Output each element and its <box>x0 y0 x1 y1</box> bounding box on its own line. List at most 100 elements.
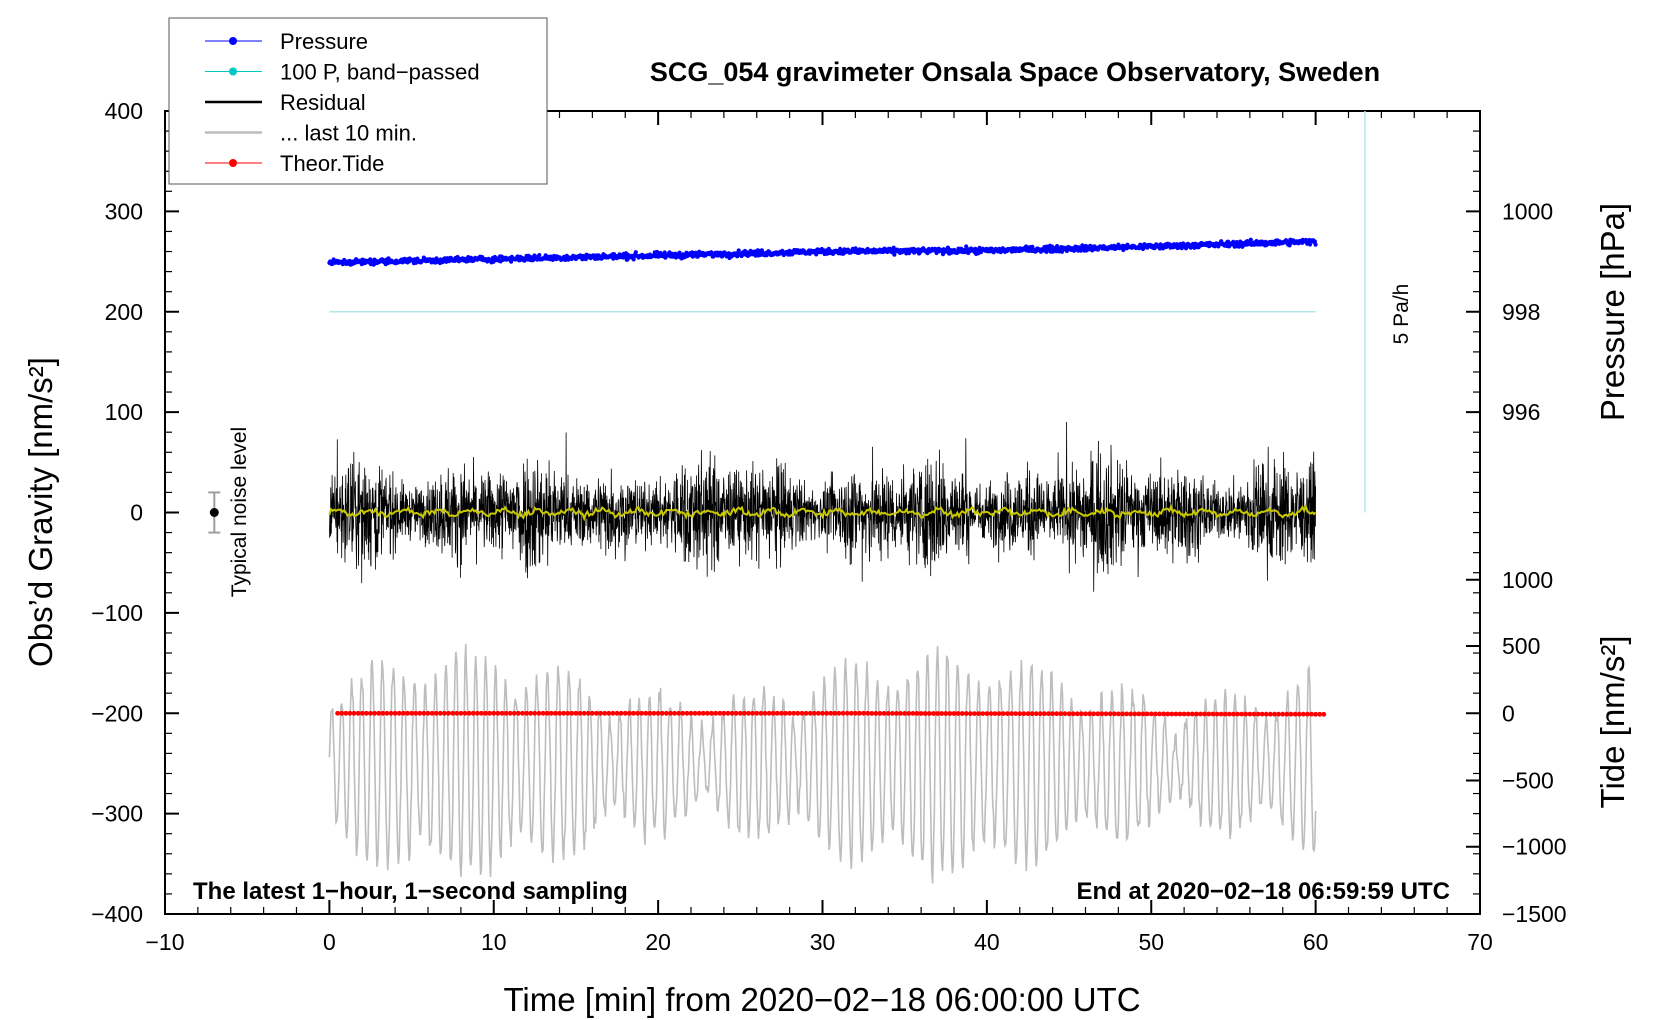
tide-point <box>429 710 435 716</box>
tide-point <box>1210 711 1216 717</box>
tide-point <box>388 710 394 716</box>
tide-point <box>1161 711 1166 717</box>
tide-point <box>914 711 920 716</box>
tide-point <box>877 711 883 716</box>
x-tick-label: 10 <box>481 929 507 955</box>
annotation-sampling: The latest 1−hour, 1−second sampling <box>193 878 628 905</box>
tide-point <box>1029 711 1035 717</box>
tide-point <box>577 710 583 716</box>
tide-tick-label: −500 <box>1502 768 1554 794</box>
tide-point <box>848 710 854 716</box>
tide-point <box>766 710 772 716</box>
tide-point <box>1046 711 1051 717</box>
tide-point <box>898 711 903 716</box>
tide-point <box>417 710 423 716</box>
pressure-point <box>1078 248 1084 253</box>
tide-point <box>1013 711 1018 716</box>
tide-point <box>339 710 345 716</box>
tide-point <box>1300 711 1306 717</box>
tide-point <box>1194 711 1199 717</box>
tide-point <box>820 710 825 716</box>
tide-point <box>770 710 776 716</box>
tide-point <box>1284 711 1290 717</box>
pressure-point <box>633 250 638 255</box>
tide-point <box>532 710 538 716</box>
tide-point <box>606 710 612 716</box>
tide-point <box>1177 711 1183 717</box>
y-axis-title-tide: Tide [nm/s²] <box>1594 636 1631 809</box>
tide-point <box>881 711 887 716</box>
pressure-tick-label: 1000 <box>1502 198 1553 224</box>
tide-tick-label: 500 <box>1502 633 1540 659</box>
tide-point <box>413 710 419 716</box>
pressure-point <box>964 244 969 249</box>
tide-point <box>988 711 994 716</box>
tide-point <box>631 710 636 716</box>
tide-point <box>503 710 509 716</box>
tide-point <box>869 711 875 716</box>
tide-point <box>857 710 862 716</box>
tide-point <box>1144 711 1150 717</box>
tide-point <box>544 710 550 716</box>
tide-point <box>972 711 977 716</box>
tide-point <box>705 710 710 716</box>
tide-point <box>894 711 899 716</box>
tide-point <box>1272 711 1277 717</box>
tide-point <box>717 710 723 716</box>
rate-marker-label: 5 Pa/h <box>1390 284 1413 345</box>
chart-title: SCG_054 gravimeter Onsala Space Observat… <box>650 57 1380 87</box>
tide-point <box>684 710 690 716</box>
tide-point <box>1251 711 1257 717</box>
tide-point <box>959 711 965 716</box>
tide-point <box>618 710 624 716</box>
tide-point <box>384 710 390 716</box>
tide-point <box>922 711 928 716</box>
tide-point <box>594 710 599 716</box>
tide-point <box>902 711 908 716</box>
tide-point <box>816 710 821 716</box>
tide-point <box>1292 711 1298 717</box>
tide-point <box>495 710 501 716</box>
tide-point <box>614 710 620 716</box>
tide-point <box>688 710 694 716</box>
tide-point <box>779 710 784 716</box>
tide-point <box>347 710 353 716</box>
tide-point <box>1033 711 1039 717</box>
tide-point <box>1206 711 1212 717</box>
tide-point <box>380 710 386 716</box>
tide-point <box>996 711 1002 716</box>
tide-point <box>1091 711 1097 717</box>
legend-swatch-dot <box>229 37 237 45</box>
tide-point <box>1321 711 1327 717</box>
tide-point <box>1099 711 1105 717</box>
tide-point <box>828 710 834 716</box>
tide-point <box>1247 711 1253 717</box>
x-axis-ticks: −10 0 10 20 30 40 50 60 70 <box>145 111 1493 955</box>
tide-point <box>992 711 998 716</box>
tide-point <box>458 710 464 716</box>
tide-point <box>984 711 990 716</box>
tide-point <box>910 711 916 716</box>
tide-point <box>442 710 447 716</box>
pressure-point <box>537 253 542 258</box>
tide-point <box>1288 711 1294 717</box>
tide-point <box>1054 711 1060 717</box>
series-last-10-min <box>328 643 1317 884</box>
tide-point <box>639 710 645 716</box>
legend-swatch-dot <box>229 67 237 76</box>
tide-point <box>536 710 542 716</box>
y-tick-label: 400 <box>105 98 143 124</box>
y-tick-label: −100 <box>91 600 143 626</box>
tide-point <box>709 710 714 716</box>
tide-point <box>425 710 431 716</box>
y-tick-label: 100 <box>105 399 143 425</box>
tide-point <box>602 710 608 716</box>
tide-point <box>659 710 665 716</box>
tide-point <box>627 710 632 716</box>
tide-point <box>1116 711 1121 717</box>
tide-point <box>1296 711 1302 717</box>
tide-point <box>335 710 340 716</box>
pressure-tick-label: 998 <box>1502 299 1540 325</box>
tide-point <box>935 711 940 716</box>
tide-point <box>610 710 616 716</box>
